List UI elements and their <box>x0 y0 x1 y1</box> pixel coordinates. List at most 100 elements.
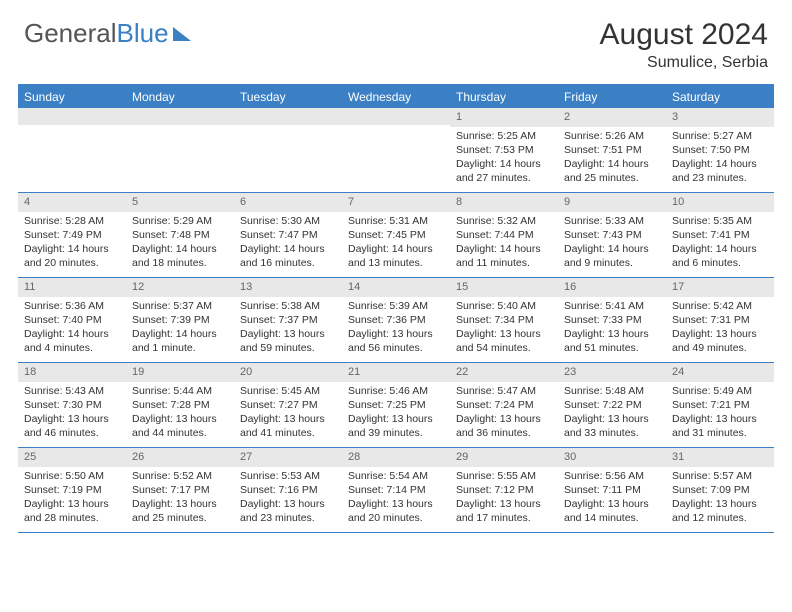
day-number: 13 <box>234 278 342 297</box>
sunrise-text: Sunrise: 5:39 AM <box>348 299 444 313</box>
day-body: Sunrise: 5:29 AMSunset: 7:48 PMDaylight:… <box>126 212 234 275</box>
day-body: Sunrise: 5:50 AMSunset: 7:19 PMDaylight:… <box>18 467 126 530</box>
daylight-text: Daylight: 14 hours and 6 minutes. <box>672 242 768 270</box>
day-number: 31 <box>666 448 774 467</box>
day-number: 24 <box>666 363 774 382</box>
sunset-text: Sunset: 7:12 PM <box>456 483 552 497</box>
week-row: 11Sunrise: 5:36 AMSunset: 7:40 PMDayligh… <box>18 278 774 363</box>
day-number: 17 <box>666 278 774 297</box>
day-cell <box>342 108 450 192</box>
day-body: Sunrise: 5:30 AMSunset: 7:47 PMDaylight:… <box>234 212 342 275</box>
day-number: 8 <box>450 193 558 212</box>
day-number: 25 <box>18 448 126 467</box>
sunrise-text: Sunrise: 5:48 AM <box>564 384 660 398</box>
daylight-text: Daylight: 13 hours and 12 minutes. <box>672 497 768 525</box>
week-row: 4Sunrise: 5:28 AMSunset: 7:49 PMDaylight… <box>18 193 774 278</box>
day-cell: 8Sunrise: 5:32 AMSunset: 7:44 PMDaylight… <box>450 193 558 277</box>
day-body: Sunrise: 5:45 AMSunset: 7:27 PMDaylight:… <box>234 382 342 445</box>
day-of-week-row: Sunday Monday Tuesday Wednesday Thursday… <box>18 86 774 108</box>
brand-text-1: General <box>24 18 117 49</box>
day-cell: 12Sunrise: 5:37 AMSunset: 7:39 PMDayligh… <box>126 278 234 362</box>
daylight-text: Daylight: 14 hours and 20 minutes. <box>24 242 120 270</box>
day-cell: 18Sunrise: 5:43 AMSunset: 7:30 PMDayligh… <box>18 363 126 447</box>
daylight-text: Daylight: 13 hours and 44 minutes. <box>132 412 228 440</box>
sunrise-text: Sunrise: 5:32 AM <box>456 214 552 228</box>
day-cell: 5Sunrise: 5:29 AMSunset: 7:48 PMDaylight… <box>126 193 234 277</box>
sunset-text: Sunset: 7:14 PM <box>348 483 444 497</box>
sunset-text: Sunset: 7:47 PM <box>240 228 336 242</box>
day-body: Sunrise: 5:57 AMSunset: 7:09 PMDaylight:… <box>666 467 774 530</box>
day-cell: 9Sunrise: 5:33 AMSunset: 7:43 PMDaylight… <box>558 193 666 277</box>
day-number: 6 <box>234 193 342 212</box>
day-number: 14 <box>342 278 450 297</box>
sunset-text: Sunset: 7:17 PM <box>132 483 228 497</box>
sunset-text: Sunset: 7:21 PM <box>672 398 768 412</box>
sunset-text: Sunset: 7:49 PM <box>24 228 120 242</box>
day-number: 18 <box>18 363 126 382</box>
sunset-text: Sunset: 7:16 PM <box>240 483 336 497</box>
day-cell: 26Sunrise: 5:52 AMSunset: 7:17 PMDayligh… <box>126 448 234 532</box>
sunset-text: Sunset: 7:53 PM <box>456 143 552 157</box>
day-body: Sunrise: 5:49 AMSunset: 7:21 PMDaylight:… <box>666 382 774 445</box>
day-cell: 14Sunrise: 5:39 AMSunset: 7:36 PMDayligh… <box>342 278 450 362</box>
sunrise-text: Sunrise: 5:47 AM <box>456 384 552 398</box>
day-number <box>234 108 342 125</box>
day-number: 27 <box>234 448 342 467</box>
day-body: Sunrise: 5:55 AMSunset: 7:12 PMDaylight:… <box>450 467 558 530</box>
daylight-text: Daylight: 13 hours and 20 minutes. <box>348 497 444 525</box>
day-cell: 11Sunrise: 5:36 AMSunset: 7:40 PMDayligh… <box>18 278 126 362</box>
dow-wednesday: Wednesday <box>342 86 450 108</box>
day-cell: 3Sunrise: 5:27 AMSunset: 7:50 PMDaylight… <box>666 108 774 192</box>
sunset-text: Sunset: 7:41 PM <box>672 228 768 242</box>
daylight-text: Daylight: 13 hours and 59 minutes. <box>240 327 336 355</box>
day-cell <box>234 108 342 192</box>
day-body: Sunrise: 5:38 AMSunset: 7:37 PMDaylight:… <box>234 297 342 360</box>
day-body: Sunrise: 5:33 AMSunset: 7:43 PMDaylight:… <box>558 212 666 275</box>
day-number: 19 <box>126 363 234 382</box>
daylight-text: Daylight: 14 hours and 25 minutes. <box>564 157 660 185</box>
day-number: 11 <box>18 278 126 297</box>
day-number: 21 <box>342 363 450 382</box>
daylight-text: Daylight: 13 hours and 23 minutes. <box>240 497 336 525</box>
sunrise-text: Sunrise: 5:56 AM <box>564 469 660 483</box>
daylight-text: Daylight: 14 hours and 23 minutes. <box>672 157 768 185</box>
day-cell: 10Sunrise: 5:35 AMSunset: 7:41 PMDayligh… <box>666 193 774 277</box>
day-number: 29 <box>450 448 558 467</box>
day-body: Sunrise: 5:56 AMSunset: 7:11 PMDaylight:… <box>558 467 666 530</box>
sunrise-text: Sunrise: 5:37 AM <box>132 299 228 313</box>
calendar-grid: Sunday Monday Tuesday Wednesday Thursday… <box>18 84 774 533</box>
day-cell: 13Sunrise: 5:38 AMSunset: 7:37 PMDayligh… <box>234 278 342 362</box>
daylight-text: Daylight: 13 hours and 14 minutes. <box>564 497 660 525</box>
dow-sunday: Sunday <box>18 86 126 108</box>
day-number: 5 <box>126 193 234 212</box>
day-body: Sunrise: 5:26 AMSunset: 7:51 PMDaylight:… <box>558 127 666 190</box>
day-body: Sunrise: 5:44 AMSunset: 7:28 PMDaylight:… <box>126 382 234 445</box>
daylight-text: Daylight: 13 hours and 17 minutes. <box>456 497 552 525</box>
sunrise-text: Sunrise: 5:46 AM <box>348 384 444 398</box>
day-cell: 1Sunrise: 5:25 AMSunset: 7:53 PMDaylight… <box>450 108 558 192</box>
day-body: Sunrise: 5:41 AMSunset: 7:33 PMDaylight:… <box>558 297 666 360</box>
sunrise-text: Sunrise: 5:40 AM <box>456 299 552 313</box>
sunset-text: Sunset: 7:09 PM <box>672 483 768 497</box>
sunrise-text: Sunrise: 5:35 AM <box>672 214 768 228</box>
brand-logo: GeneralBlue <box>24 18 191 49</box>
sunrise-text: Sunrise: 5:38 AM <box>240 299 336 313</box>
day-body: Sunrise: 5:35 AMSunset: 7:41 PMDaylight:… <box>666 212 774 275</box>
daylight-text: Daylight: 13 hours and 39 minutes. <box>348 412 444 440</box>
sunset-text: Sunset: 7:11 PM <box>564 483 660 497</box>
dow-thursday: Thursday <box>450 86 558 108</box>
day-cell: 17Sunrise: 5:42 AMSunset: 7:31 PMDayligh… <box>666 278 774 362</box>
day-cell <box>126 108 234 192</box>
sunrise-text: Sunrise: 5:30 AM <box>240 214 336 228</box>
daylight-text: Daylight: 13 hours and 54 minutes. <box>456 327 552 355</box>
sunrise-text: Sunrise: 5:42 AM <box>672 299 768 313</box>
day-cell: 30Sunrise: 5:56 AMSunset: 7:11 PMDayligh… <box>558 448 666 532</box>
day-body: Sunrise: 5:31 AMSunset: 7:45 PMDaylight:… <box>342 212 450 275</box>
day-body: Sunrise: 5:28 AMSunset: 7:49 PMDaylight:… <box>18 212 126 275</box>
daylight-text: Daylight: 13 hours and 56 minutes. <box>348 327 444 355</box>
day-number: 23 <box>558 363 666 382</box>
day-body: Sunrise: 5:43 AMSunset: 7:30 PMDaylight:… <box>18 382 126 445</box>
sunrise-text: Sunrise: 5:26 AM <box>564 129 660 143</box>
daylight-text: Daylight: 14 hours and 16 minutes. <box>240 242 336 270</box>
day-number: 16 <box>558 278 666 297</box>
